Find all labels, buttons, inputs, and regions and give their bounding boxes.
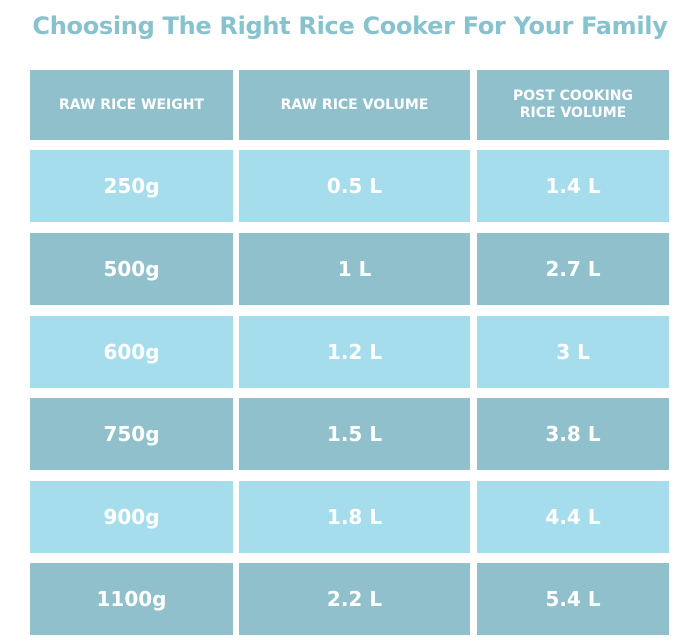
data-cell: 2.7 L bbox=[477, 233, 669, 305]
data-cell: 750g bbox=[30, 398, 233, 470]
cell-text: 3 L bbox=[556, 340, 590, 364]
data-cell: 1.2 L bbox=[239, 316, 470, 388]
cell-text: 900g bbox=[103, 505, 160, 529]
data-cell: 1.5 L bbox=[239, 398, 470, 470]
cell-text: 1100g bbox=[96, 587, 167, 611]
cell-text: 1.5 L bbox=[326, 422, 383, 446]
header-cell: RAW RICE WEIGHT bbox=[30, 70, 233, 140]
cell-text: 250g bbox=[103, 174, 160, 198]
cell-text: 5.4 L bbox=[545, 587, 601, 611]
header-cell: RAW RICE VOLUME bbox=[239, 70, 470, 140]
data-cell: 2.2 L bbox=[239, 563, 470, 635]
data-cell: 250g bbox=[30, 150, 233, 222]
data-cell: 1.4 L bbox=[477, 150, 669, 222]
data-cell: 3.8 L bbox=[477, 398, 669, 470]
data-cell: 600g bbox=[30, 316, 233, 388]
cell-text: 1 L bbox=[337, 257, 372, 281]
data-cell: 1 L bbox=[239, 233, 470, 305]
cell-text: 2.2 L bbox=[326, 587, 383, 611]
cell-text: 750g bbox=[103, 422, 160, 446]
cell-text: RAW RICE VOLUME bbox=[280, 96, 429, 113]
data-cell: 3 L bbox=[477, 316, 669, 388]
data-cell: 5.4 L bbox=[477, 563, 669, 635]
cell-text: 4.4 L bbox=[545, 505, 601, 529]
data-cell: 4.4 L bbox=[477, 481, 669, 553]
cell-text: 1.8 L bbox=[326, 505, 383, 529]
cell-text: 0.5 L bbox=[326, 174, 383, 198]
header-cell: POST COOKING RICE VOLUME bbox=[477, 70, 669, 140]
data-cell: 1100g bbox=[30, 563, 233, 635]
title: Choosing The Right Rice Cooker For Your … bbox=[32, 12, 668, 40]
data-cell: 0.5 L bbox=[239, 150, 470, 222]
data-cell: 900g bbox=[30, 481, 233, 553]
cell-text: POST COOKING RICE VOLUME bbox=[512, 88, 633, 121]
cell-text: 600g bbox=[103, 340, 160, 364]
cell-text: 500g bbox=[103, 257, 160, 281]
cell-text: 2.7 L bbox=[545, 257, 601, 281]
cell-text: 3.8 L bbox=[545, 422, 601, 446]
cell-text: RAW RICE WEIGHT bbox=[59, 96, 204, 113]
cell-text: 1.2 L bbox=[326, 340, 383, 364]
data-cell: 500g bbox=[30, 233, 233, 305]
data-cell: 1.8 L bbox=[239, 481, 470, 553]
cell-text: 1.4 L bbox=[545, 174, 601, 198]
